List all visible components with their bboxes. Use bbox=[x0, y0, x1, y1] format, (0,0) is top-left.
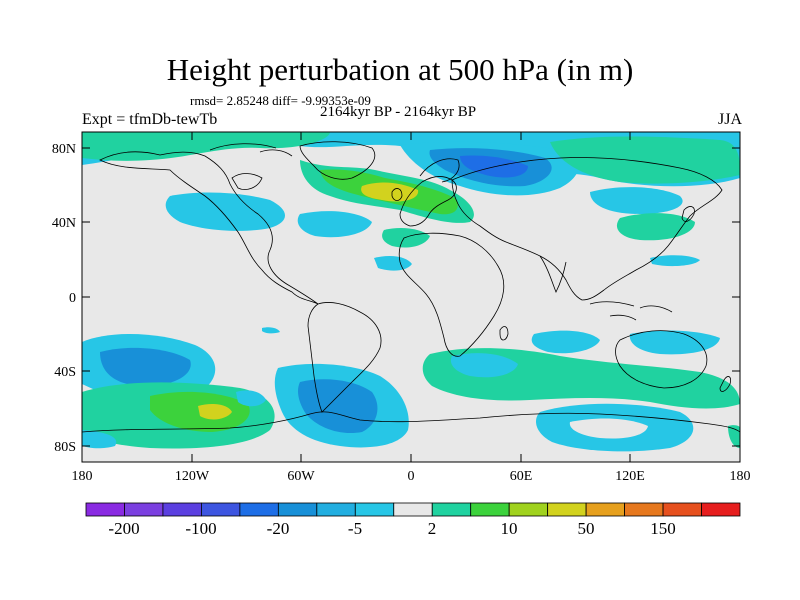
lat-label: 80S bbox=[54, 440, 76, 455]
lat-label: 40S bbox=[54, 365, 76, 380]
colorbar-label: 50 bbox=[578, 519, 595, 538]
colorbar-label: -100 bbox=[185, 519, 216, 538]
coastline-india bbox=[539, 255, 567, 293]
lon-label: 180 bbox=[730, 469, 751, 484]
latitude-labels: 80N 40N 0 40S 80S bbox=[52, 142, 76, 455]
colorbar-swatch bbox=[624, 502, 664, 517]
coastline-new-zealand bbox=[719, 376, 731, 392]
contour-region bbox=[616, 213, 695, 241]
coastline-madagascar bbox=[499, 326, 509, 341]
contour-region bbox=[531, 330, 600, 354]
contour-region bbox=[82, 430, 117, 449]
rmsd-stats: rmsd= 2.85248 diff= -9.99353e-09 bbox=[190, 93, 371, 108]
coastline-europe bbox=[399, 176, 457, 227]
coastline-scandinavia bbox=[419, 158, 460, 183]
contour-region bbox=[550, 136, 740, 184]
colorbar-swatch bbox=[201, 502, 241, 517]
lat-label: 80N bbox=[52, 142, 76, 157]
colorbar-swatch bbox=[354, 502, 395, 517]
colorbar-label: -200 bbox=[108, 519, 139, 538]
colorbar-swatch bbox=[470, 502, 510, 517]
longitude-labels: 180 120W 60W 0 60E 120E 180 bbox=[72, 469, 751, 484]
colorbar-swatch bbox=[316, 502, 356, 517]
colorbar-swatch bbox=[277, 502, 318, 517]
coastline-asia bbox=[451, 157, 723, 301]
colorbar-labels: -200 -100 -20 -5 2 10 50 150 bbox=[108, 519, 675, 538]
lat-label: 40N bbox=[52, 216, 76, 231]
colorbar-swatch bbox=[547, 502, 587, 517]
coastline-north-america bbox=[99, 151, 319, 305]
lon-label: 0 bbox=[408, 469, 415, 484]
lon-label: 180 bbox=[72, 469, 93, 484]
coastline-indonesia bbox=[589, 301, 673, 321]
contour-region bbox=[650, 255, 700, 267]
contour-region bbox=[236, 390, 266, 407]
colorbar-swatch bbox=[162, 502, 202, 517]
coastline-arctic-islands bbox=[209, 143, 293, 157]
contour-region bbox=[374, 256, 412, 271]
contour-region bbox=[728, 425, 740, 448]
contour-region bbox=[262, 327, 280, 334]
colorbar-label: -20 bbox=[267, 519, 290, 538]
period-subtitle: 2164kyr BP - 2164kyr BP bbox=[320, 104, 477, 120]
contour-region bbox=[165, 192, 285, 231]
map-title: Height perturbation at 500 hPa (in m) bbox=[166, 52, 634, 87]
coastline-antarctica bbox=[82, 411, 740, 433]
coastline-japan bbox=[681, 206, 695, 222]
coastlines bbox=[82, 141, 740, 433]
colorbar-swatch bbox=[239, 502, 279, 517]
contour-region bbox=[100, 347, 191, 386]
contour-region bbox=[629, 330, 720, 355]
colorbar-swatch bbox=[124, 502, 164, 517]
colorbar bbox=[85, 502, 741, 517]
colorbar-swatch bbox=[701, 502, 741, 517]
lon-label: 60W bbox=[287, 469, 315, 484]
coastline-africa bbox=[398, 232, 505, 357]
contour-fill-layer bbox=[82, 132, 740, 452]
lon-label: 60E bbox=[510, 469, 533, 484]
coastline-greenland bbox=[299, 141, 376, 180]
colorbar-swatch bbox=[508, 502, 549, 517]
contour-region bbox=[198, 404, 232, 420]
contour-region bbox=[590, 187, 683, 214]
contour-region bbox=[569, 418, 648, 439]
coastline-hudson bbox=[231, 173, 263, 190]
coastline-south-america bbox=[307, 302, 382, 413]
colorbar-label: 150 bbox=[650, 519, 676, 538]
coastline-uk bbox=[391, 188, 403, 201]
contour-region bbox=[450, 353, 518, 378]
colorbar-swatch bbox=[85, 502, 125, 517]
colorbar-swatch bbox=[431, 502, 472, 517]
lon-label: 120E bbox=[615, 469, 645, 484]
lat-label: 0 bbox=[69, 291, 76, 306]
colorbar-label: -5 bbox=[348, 519, 362, 538]
colorbar-swatch bbox=[393, 502, 433, 517]
experiment-label: Expt = tfmDb-tewTb bbox=[82, 111, 218, 128]
colorbar-swatch bbox=[585, 502, 625, 517]
contour-region bbox=[297, 211, 372, 238]
axis-ticks bbox=[81, 132, 741, 462]
contour-region bbox=[361, 182, 419, 202]
colorbar-label: 2 bbox=[428, 519, 437, 538]
colorbar-swatch bbox=[662, 502, 702, 517]
lon-label: 120W bbox=[175, 469, 210, 484]
contour-region bbox=[382, 228, 430, 248]
season-label: JJA bbox=[717, 111, 742, 128]
colorbar-label: 10 bbox=[501, 519, 518, 538]
coastline-australia bbox=[615, 330, 708, 389]
